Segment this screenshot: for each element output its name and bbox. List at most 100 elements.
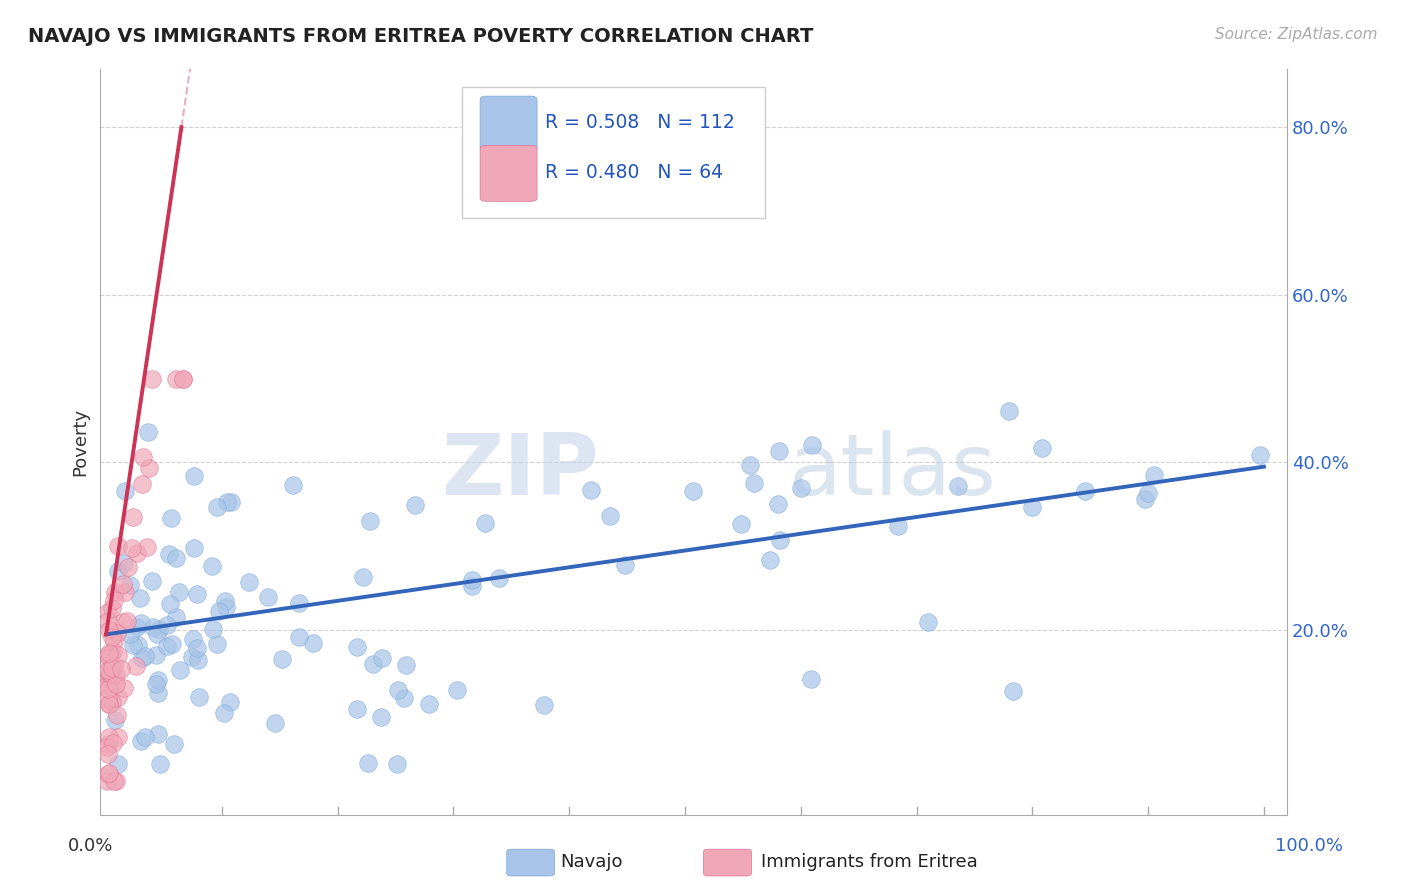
Point	[1031, 441, 1053, 455]
Point	[460, 573, 482, 587]
Point	[165, 609, 187, 624]
Point	[136, 425, 159, 439]
Point	[1133, 492, 1156, 507]
Text: Immigrants from Eritrea: Immigrants from Eritrea	[761, 853, 979, 871]
Text: ZIP: ZIP	[441, 430, 599, 513]
Point	[118, 627, 141, 641]
Point	[125, 659, 148, 673]
Point	[263, 716, 285, 731]
Point	[112, 681, 135, 695]
Point	[121, 638, 143, 652]
Point	[221, 495, 243, 509]
Point	[149, 757, 172, 772]
Point	[446, 683, 468, 698]
Point	[105, 707, 128, 722]
Point	[188, 690, 211, 704]
Point	[800, 437, 823, 451]
Text: 100.0%: 100.0%	[1275, 837, 1343, 855]
Point	[105, 625, 128, 640]
Point	[145, 677, 167, 691]
Point	[141, 372, 163, 386]
Point	[100, 601, 122, 615]
Point	[117, 615, 139, 629]
Point	[352, 570, 374, 584]
Point	[97, 677, 120, 691]
Point	[288, 595, 311, 609]
Point	[1137, 486, 1160, 500]
Text: NAVAJO VS IMMIGRANTS FROM ERITREA POVERTY CORRELATION CHART: NAVAJO VS IMMIGRANTS FROM ERITREA POVERT…	[28, 27, 814, 45]
Y-axis label: Poverty: Poverty	[72, 408, 89, 475]
Point	[394, 658, 416, 673]
Point	[127, 639, 149, 653]
Point	[214, 600, 236, 615]
Point	[346, 702, 368, 716]
Text: atlas: atlas	[789, 430, 997, 513]
Point	[214, 594, 236, 608]
Point	[946, 478, 969, 492]
Point	[97, 737, 120, 751]
Point	[217, 494, 239, 508]
Point	[238, 574, 260, 589]
Text: Navajo: Navajo	[560, 853, 623, 871]
Point	[104, 713, 127, 727]
Point	[156, 639, 179, 653]
Point	[146, 673, 169, 687]
Point	[97, 648, 120, 662]
Point	[101, 661, 124, 675]
Point	[159, 597, 181, 611]
Point	[107, 730, 129, 744]
Point	[110, 662, 132, 676]
Point	[886, 519, 908, 533]
Point	[131, 734, 153, 748]
Point	[187, 652, 209, 666]
Point	[288, 631, 311, 645]
Point	[146, 626, 169, 640]
Point	[146, 727, 169, 741]
Point	[132, 450, 155, 464]
Point	[97, 663, 120, 677]
Point	[682, 484, 704, 499]
Point	[105, 668, 128, 682]
Point	[98, 623, 121, 637]
Point	[107, 757, 129, 772]
Point	[166, 372, 188, 386]
Text: R = 0.480   N = 64: R = 0.480 N = 64	[546, 163, 724, 183]
Point	[141, 574, 163, 589]
Point	[97, 697, 120, 711]
Point	[128, 591, 150, 605]
Point	[104, 676, 127, 690]
Point	[103, 678, 125, 692]
Point	[121, 541, 143, 555]
Point	[742, 475, 765, 490]
Point	[768, 444, 790, 458]
Point	[97, 766, 120, 780]
Point	[599, 509, 621, 524]
Point	[103, 658, 125, 673]
Point	[112, 557, 135, 571]
Point	[103, 633, 125, 648]
Point	[370, 709, 392, 723]
Point	[172, 372, 194, 386]
Point	[129, 615, 152, 630]
Point	[145, 648, 167, 663]
Point	[172, 372, 194, 386]
Point	[156, 618, 179, 632]
Point	[533, 698, 555, 713]
Point	[404, 498, 426, 512]
FancyBboxPatch shape	[479, 145, 537, 202]
Point	[302, 635, 325, 649]
Point	[101, 630, 124, 644]
Point	[474, 516, 496, 531]
Point	[101, 644, 124, 658]
Point	[96, 739, 118, 754]
Point	[360, 514, 382, 528]
Point	[186, 641, 208, 656]
Point	[138, 461, 160, 475]
Point	[208, 604, 231, 618]
Text: R = 0.508   N = 112: R = 0.508 N = 112	[546, 113, 735, 133]
Point	[148, 686, 170, 700]
Point	[134, 648, 156, 663]
Point	[212, 706, 235, 720]
Point	[186, 586, 208, 600]
Point	[800, 672, 823, 686]
